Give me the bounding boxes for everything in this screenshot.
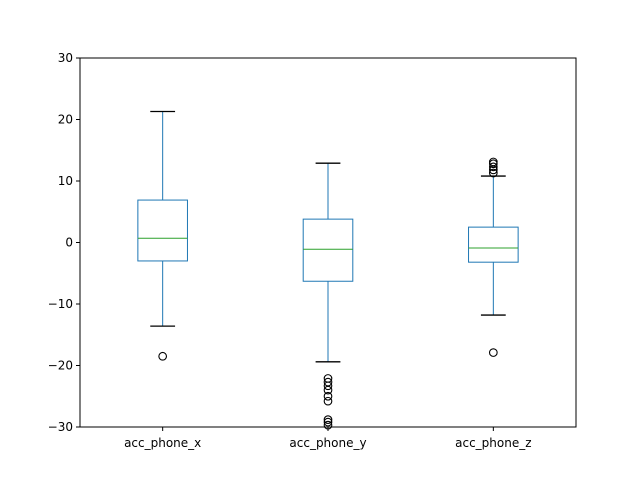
outlier-point — [488, 157, 498, 167]
x-axis: acc_phone_x acc_phone_y acc_phone_z — [124, 427, 532, 450]
outlier-point — [323, 391, 333, 401]
y-tick-label: −20 — [48, 359, 73, 373]
outlier-point — [488, 162, 498, 172]
box-group-acc_phone_x — [137, 110, 188, 361]
outlier-point — [323, 415, 333, 424]
y-tick-label: 10 — [58, 174, 73, 188]
y-tick-label: 0 — [65, 236, 73, 250]
outlier-point — [323, 396, 333, 406]
iqr-box — [302, 218, 354, 282]
y-tick-label: −30 — [48, 420, 73, 434]
plot-frame — [79, 57, 577, 428]
x-tick-label: acc_phone_y — [289, 436, 366, 450]
outlier-point — [158, 351, 168, 361]
x-tick-label: acc_phone_x — [124, 436, 201, 450]
box-marks — [137, 110, 519, 430]
y-tick-label: 30 — [58, 51, 73, 65]
plot-area — [80, 58, 576, 427]
iqr-box — [137, 199, 188, 262]
outlier-point — [323, 385, 333, 395]
outlier-point — [323, 417, 333, 427]
outlier-point — [488, 168, 498, 178]
box-group-acc_phone_z — [468, 157, 519, 357]
y-tick-label: −10 — [48, 297, 73, 311]
y-axis: −30 −20 −10 0 10 20 30 — [48, 51, 80, 434]
outlier-point — [488, 348, 498, 357]
outlier-point — [323, 381, 333, 391]
iqr-box — [468, 226, 519, 263]
y-tick-label: 20 — [58, 113, 73, 127]
x-tick-label: acc_phone_z — [455, 436, 531, 450]
